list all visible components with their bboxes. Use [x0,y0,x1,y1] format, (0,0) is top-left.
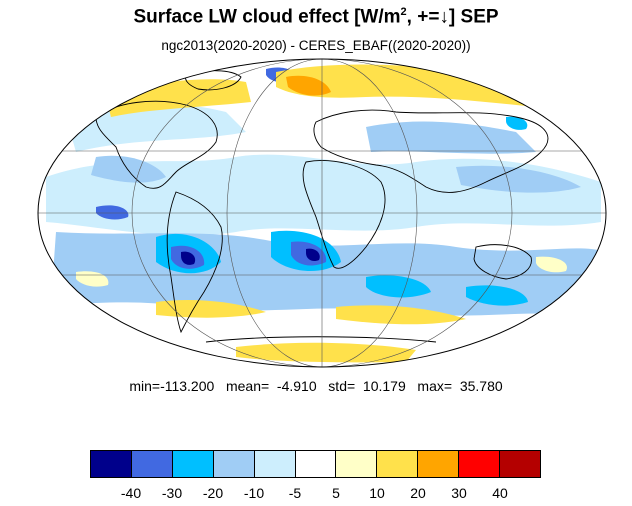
colorbar-swatch [131,451,173,477]
statistics-line: min=-113.200 mean= -4.910 std= 10.179 ma… [129,378,503,394]
figure-title: Surface LW cloud effect [W/m2, +=↓] SEP [0,6,632,28]
colorbar-swatch [500,451,540,477]
colorbar-swatch [254,451,296,477]
colorbar-tick-label: 30 [451,485,467,501]
colorbar-swatch [91,451,132,477]
colorbar-tick-label: 5 [332,485,340,501]
colorbar-swatch [295,451,337,477]
colorbar-tick-label: -30 [161,485,183,501]
land-outlines [95,70,549,343]
colorbar-tick-label: 20 [410,485,426,501]
figure-subtitle: ngc2013(2020-2020) - CERES_EBAF((2020-20… [161,38,471,53]
title-end: , +=↓] SEP [406,6,499,28]
map-panel [36,57,608,369]
colorbar-tick-label: -5 [288,485,302,501]
colorbar-swatch [418,451,460,477]
colorbar [90,450,541,478]
colorbar-swatch [377,451,419,477]
colorbar-swatch [213,451,255,477]
colorbar-tick-label: -10 [243,485,265,501]
colorbar-tick-label: 40 [492,485,508,501]
colorbar-swatch [172,451,214,477]
title-main: Surface LW cloud effect [W/m [133,6,401,28]
colorbar-labels: -40 -30 -20 -10 -5 5 10 20 30 40 [90,485,541,503]
title-superscript: 2 [400,6,407,18]
colorbar-tick-label: -20 [202,485,224,501]
colorbar-swatch [459,451,501,477]
colorbar-tick-label: -40 [120,485,142,501]
globe-outline [37,58,607,368]
mollweide-map [37,58,607,368]
field-layer [46,64,606,363]
colorbar-tick-label: 10 [369,485,385,501]
colorbar-swatch [336,451,378,477]
graticule [38,59,606,367]
